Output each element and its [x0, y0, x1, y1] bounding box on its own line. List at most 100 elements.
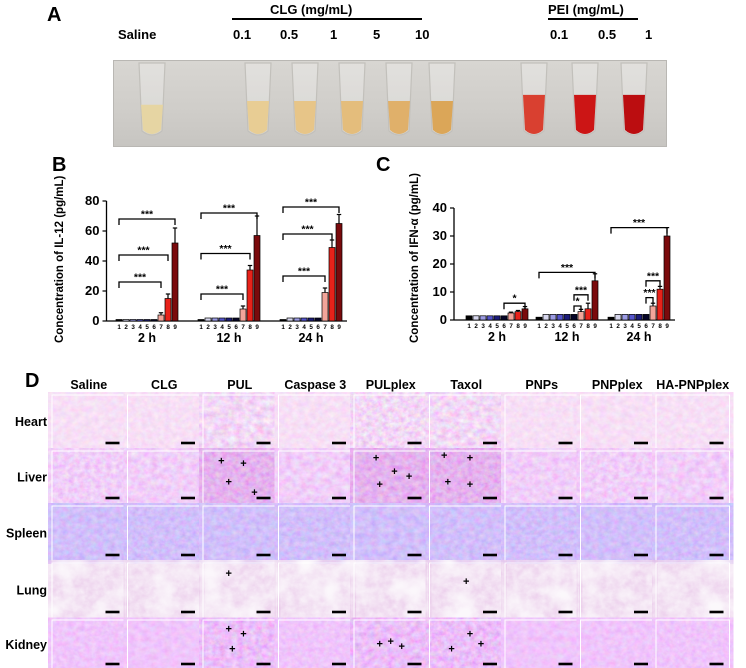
svg-text:+: + — [377, 639, 383, 651]
svg-text:1: 1 — [199, 324, 203, 331]
svg-text:8: 8 — [658, 323, 662, 330]
svg-text:HA-PNPplex: HA-PNPplex — [656, 378, 729, 392]
svg-text:*: * — [575, 296, 580, 308]
svg-text:2 h: 2 h — [138, 331, 156, 345]
svg-text:PUL: PUL — [227, 378, 252, 392]
svg-text:Caspase 3: Caspase 3 — [284, 378, 346, 392]
svg-text:40: 40 — [433, 200, 447, 215]
svg-text:1: 1 — [281, 324, 285, 331]
svg-text:7: 7 — [159, 324, 163, 331]
svg-text:+: + — [240, 458, 246, 470]
svg-text:+: + — [226, 568, 232, 580]
svg-text:5: 5 — [227, 324, 231, 331]
svg-text:4: 4 — [220, 324, 224, 331]
svg-text:60: 60 — [85, 223, 99, 238]
svg-text:8: 8 — [330, 324, 334, 331]
svg-text:8: 8 — [516, 323, 520, 330]
svg-text:40: 40 — [85, 253, 99, 268]
svg-text:***: *** — [223, 203, 236, 215]
svg-text:2: 2 — [474, 323, 478, 330]
svg-text:9: 9 — [665, 323, 669, 330]
svg-text:0: 0 — [92, 313, 99, 328]
svg-text:PULplex: PULplex — [366, 378, 416, 392]
svg-text:3: 3 — [623, 323, 627, 330]
svg-text:2: 2 — [616, 323, 620, 330]
svg-text:9: 9 — [173, 324, 177, 331]
svg-text:7: 7 — [651, 323, 655, 330]
svg-text:***: *** — [643, 287, 656, 299]
svg-text:+: + — [399, 641, 405, 653]
svg-text:3: 3 — [213, 324, 217, 331]
svg-text:24 h: 24 h — [626, 330, 651, 344]
svg-text:3: 3 — [481, 323, 485, 330]
svg-text:80: 80 — [85, 193, 99, 208]
svg-text:5: 5 — [565, 323, 569, 330]
svg-text:+: + — [467, 629, 473, 641]
svg-text:*: * — [512, 293, 517, 305]
svg-text:2: 2 — [288, 324, 292, 331]
svg-text:7: 7 — [241, 324, 245, 331]
svg-text:6: 6 — [316, 324, 320, 331]
svg-text:***: *** — [647, 270, 660, 282]
svg-text:4: 4 — [302, 324, 306, 331]
svg-text:***: *** — [633, 217, 646, 229]
svg-text:CLG: CLG — [151, 378, 177, 392]
svg-text:Heart: Heart — [15, 415, 48, 429]
svg-text:***: *** — [141, 209, 154, 221]
svg-text:5: 5 — [637, 323, 641, 330]
svg-text:***: *** — [134, 272, 147, 284]
svg-text:***: *** — [305, 197, 318, 209]
svg-text:***: *** — [216, 284, 229, 296]
svg-text:***: *** — [298, 266, 311, 278]
svg-text:7: 7 — [323, 324, 327, 331]
svg-text:5: 5 — [145, 324, 149, 331]
svg-text:24 h: 24 h — [298, 331, 323, 345]
svg-text:30: 30 — [433, 228, 447, 243]
svg-text:9: 9 — [255, 324, 259, 331]
svg-text:7: 7 — [579, 323, 583, 330]
svg-text:10: 10 — [433, 284, 447, 299]
svg-text:4: 4 — [630, 323, 634, 330]
svg-text:3: 3 — [131, 324, 135, 331]
svg-text:8: 8 — [586, 323, 590, 330]
svg-text:+: + — [218, 455, 224, 467]
svg-text:6: 6 — [234, 324, 238, 331]
svg-text:2 h: 2 h — [488, 330, 506, 344]
svg-text:+: + — [478, 639, 484, 651]
svg-text:+: + — [463, 576, 469, 588]
svg-text:8: 8 — [248, 324, 252, 331]
svg-text:5: 5 — [309, 324, 313, 331]
svg-text:1: 1 — [467, 323, 471, 330]
svg-text:Kidney: Kidney — [5, 638, 47, 652]
svg-text:***: *** — [575, 284, 588, 296]
svg-text:20: 20 — [433, 256, 447, 271]
svg-text:4: 4 — [488, 323, 492, 330]
svg-text:+: + — [448, 644, 454, 656]
svg-text:+: + — [240, 629, 246, 641]
svg-text:1: 1 — [117, 324, 121, 331]
svg-text:2: 2 — [124, 324, 128, 331]
svg-text:Saline: Saline — [70, 378, 107, 392]
svg-text:9: 9 — [337, 324, 341, 331]
svg-text:PNPs: PNPs — [525, 378, 558, 392]
svg-text:+: + — [388, 636, 394, 648]
svg-text:+: + — [251, 487, 257, 499]
svg-text:9: 9 — [593, 323, 597, 330]
svg-text:3: 3 — [551, 323, 555, 330]
svg-text:***: *** — [301, 224, 314, 236]
svg-text:4: 4 — [558, 323, 562, 330]
svg-text:+: + — [445, 476, 451, 488]
svg-text:0: 0 — [440, 312, 447, 327]
svg-text:+: + — [377, 479, 383, 491]
svg-text:+: + — [406, 471, 412, 483]
svg-text:12 h: 12 h — [554, 330, 579, 344]
svg-text:7: 7 — [509, 323, 513, 330]
svg-text:8: 8 — [166, 324, 170, 331]
svg-text:9: 9 — [523, 323, 527, 330]
svg-text:+: + — [467, 479, 473, 491]
svg-text:+: + — [467, 453, 473, 465]
svg-text:Liver: Liver — [17, 471, 47, 485]
svg-text:+: + — [373, 453, 379, 465]
svg-text:6: 6 — [572, 323, 576, 330]
svg-text:***: *** — [561, 262, 574, 274]
